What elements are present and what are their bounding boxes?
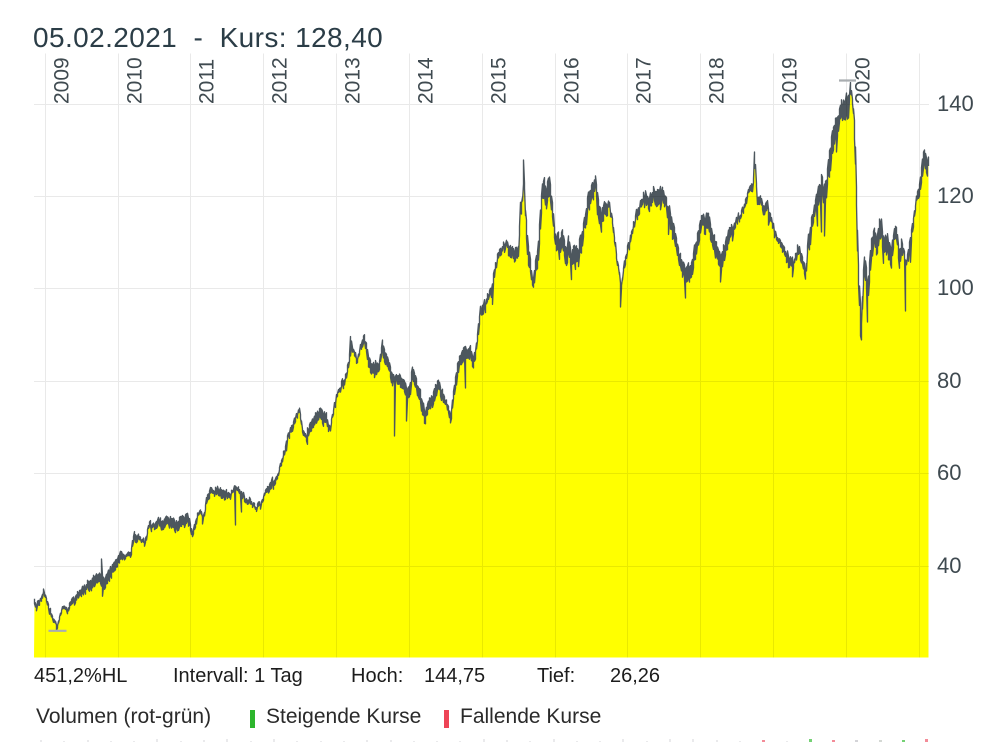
svg-text:2020: 2020 xyxy=(852,57,875,104)
svg-text:60: 60 xyxy=(937,460,961,485)
svg-text:120: 120 xyxy=(937,183,974,208)
svg-text:140: 140 xyxy=(937,91,974,116)
svg-text:2013: 2013 xyxy=(342,57,365,104)
svg-text:2009: 2009 xyxy=(51,57,74,104)
svg-text:2015: 2015 xyxy=(488,57,511,104)
svg-text:80: 80 xyxy=(937,368,961,393)
svg-text:40: 40 xyxy=(937,553,961,578)
svg-text:2018: 2018 xyxy=(706,57,729,104)
svg-text:2010: 2010 xyxy=(124,57,147,104)
svg-text:2012: 2012 xyxy=(269,57,292,104)
svg-text:2011: 2011 xyxy=(196,59,219,104)
svg-text:100: 100 xyxy=(937,275,974,300)
svg-text:2016: 2016 xyxy=(561,57,584,104)
svg-text:2014: 2014 xyxy=(415,57,438,104)
svg-text:2017: 2017 xyxy=(633,57,656,104)
svg-text:2019: 2019 xyxy=(779,57,802,104)
